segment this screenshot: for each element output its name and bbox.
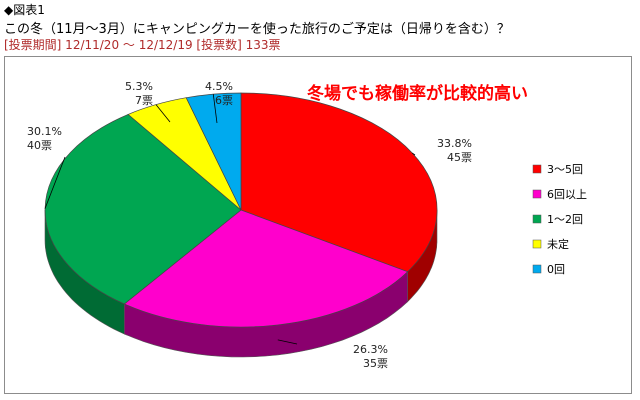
leader-line-4 bbox=[212, 94, 218, 124]
percent-label-1: 26.3% bbox=[353, 343, 388, 356]
survey-question: この冬（11月～3月）にキャンピングカーを使った旅行のご予定は（日帰りを含む）？ bbox=[4, 22, 510, 37]
count-label-1: 35票 bbox=[363, 357, 388, 370]
legend-label-4: 0回 bbox=[547, 263, 565, 276]
percent-label-0: 33.8% bbox=[437, 137, 472, 150]
legend-swatch-1 bbox=[532, 189, 542, 199]
leader-line-3 bbox=[155, 104, 171, 123]
count-label-0: 45票 bbox=[447, 151, 472, 164]
percent-label-3: 5.3% bbox=[125, 80, 153, 93]
pie-slice-1 bbox=[123, 209, 409, 328]
leader-line-1 bbox=[277, 339, 298, 345]
legend-label-0: 3～5回 bbox=[547, 163, 583, 176]
percent-label-4: 4.5% bbox=[205, 80, 233, 93]
chart-annotation: 冬場でも稼働率が比較的高い bbox=[307, 83, 528, 104]
legend-swatch-4 bbox=[532, 264, 542, 274]
legend-swatch-2 bbox=[532, 214, 542, 224]
legend-label-2: 1～2回 bbox=[547, 213, 583, 226]
legend-label-1: 6回以上 bbox=[547, 188, 587, 201]
percent-label-2: 30.1% bbox=[27, 125, 62, 138]
pie-chart: 33.8%45票 26.3%35票 30.1%40票 5.3%7票 4.5%6票 冬場でも… bbox=[27, 80, 587, 370]
figure-label: ◆図表1 bbox=[4, 3, 45, 17]
legend-swatch-0 bbox=[532, 164, 542, 174]
count-label-4: 6票 bbox=[215, 94, 233, 107]
leader-line-0 bbox=[412, 152, 416, 156]
leader-line-2 bbox=[44, 156, 66, 209]
legend-label-3: 未定 bbox=[547, 237, 569, 251]
count-label-2: 40票 bbox=[27, 139, 52, 152]
chart-area: 33.8% 45票 26.3% 35票 30.1% 40票 5.3% 7票 4.5% 6票 冬場でも… bbox=[4, 56, 632, 394]
count-label-3: 7票 bbox=[135, 94, 153, 107]
legend-swatch-3 bbox=[532, 239, 542, 249]
voting-period: [投票期間] 12/11/20 ～ 12/12/19 [投票数] 133票 bbox=[4, 38, 281, 52]
